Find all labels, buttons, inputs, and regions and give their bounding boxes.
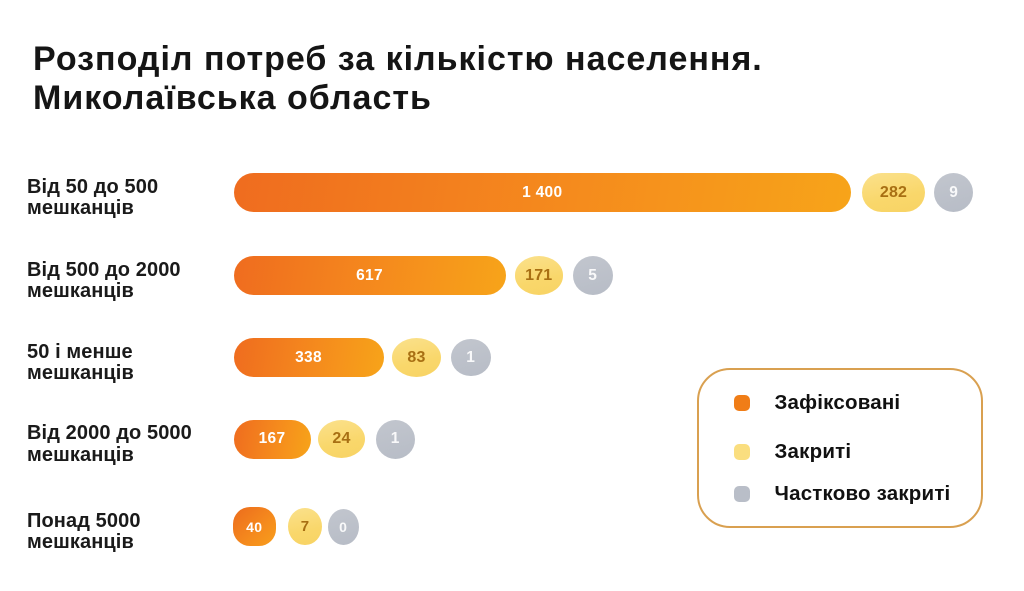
circle-partial: 9 [934, 173, 973, 212]
legend-swatch-fixed-icon [733, 394, 750, 411]
pill-value: 24 [332, 430, 351, 447]
row-label: Від 500 до 2000 мешканців [27, 258, 181, 302]
circle-value: 5 [588, 266, 597, 284]
row-label: Від 2000 до 5000 мешканців [27, 422, 192, 466]
legend-item-fixed: Зафіксовані [733, 389, 971, 417]
legend-label-closed: Закриті [774, 439, 852, 463]
pill-value: 83 [407, 348, 426, 366]
pill-closed: 7 [288, 507, 322, 546]
legend-item-closed: Закриті [733, 438, 971, 466]
circle-partial: 1 [450, 338, 491, 377]
bar-fixed: 1 400 [233, 173, 851, 212]
chart-title-line1: Розподіл потреб за кількістю населення. [33, 40, 763, 78]
legend-swatch-closed-icon [733, 443, 750, 460]
bar-value: 338 [295, 348, 322, 366]
bar-value: 167 [258, 430, 286, 447]
legend-swatch-partial-icon [733, 485, 750, 502]
circle-value: 1 [466, 348, 475, 366]
legend-label-fixed: Зафіксовані [774, 390, 901, 414]
circle-value: 1 [390, 430, 400, 447]
row-label: 50 і менше мешканців [27, 340, 134, 384]
circle-value: 9 [949, 183, 958, 201]
circle-partial: 5 [572, 256, 613, 295]
chart-title-line2: Миколаївська область [33, 78, 432, 117]
bar-value: 1 400 [522, 183, 563, 201]
legend-item-partial: Частково закриті [733, 480, 971, 508]
legend-label-partial: Частково закриті [774, 481, 951, 505]
circle-value: 0 [339, 518, 347, 535]
circle-partial: 0 [327, 508, 359, 545]
circle-partial: 1 [375, 419, 415, 459]
pill-closed: 24 [318, 420, 365, 458]
pill-closed: 83 [392, 338, 441, 377]
pill-closed: 171 [514, 256, 563, 295]
pill-value: 171 [525, 266, 553, 284]
bar-value: 617 [356, 266, 383, 284]
pill-value: 282 [879, 183, 908, 201]
legend-box: Зафіксовані Закриті Частково закриті [696, 367, 983, 528]
pill-value: 7 [300, 518, 310, 535]
bar-fixed: 338 [233, 338, 384, 377]
pill-closed: 282 [862, 173, 925, 212]
bar-fixed: 617 [233, 256, 506, 295]
chart-title: Розподіл потреб за кількістю населення. … [33, 40, 763, 117]
bar-fixed: 40 [232, 507, 276, 546]
bar-fixed: 167 [233, 419, 311, 459]
row-label: Від 50 до 500 мешканців [27, 175, 159, 219]
row-label: Понад 5000 мешканців [27, 509, 141, 553]
bar-value: 40 [246, 518, 263, 535]
